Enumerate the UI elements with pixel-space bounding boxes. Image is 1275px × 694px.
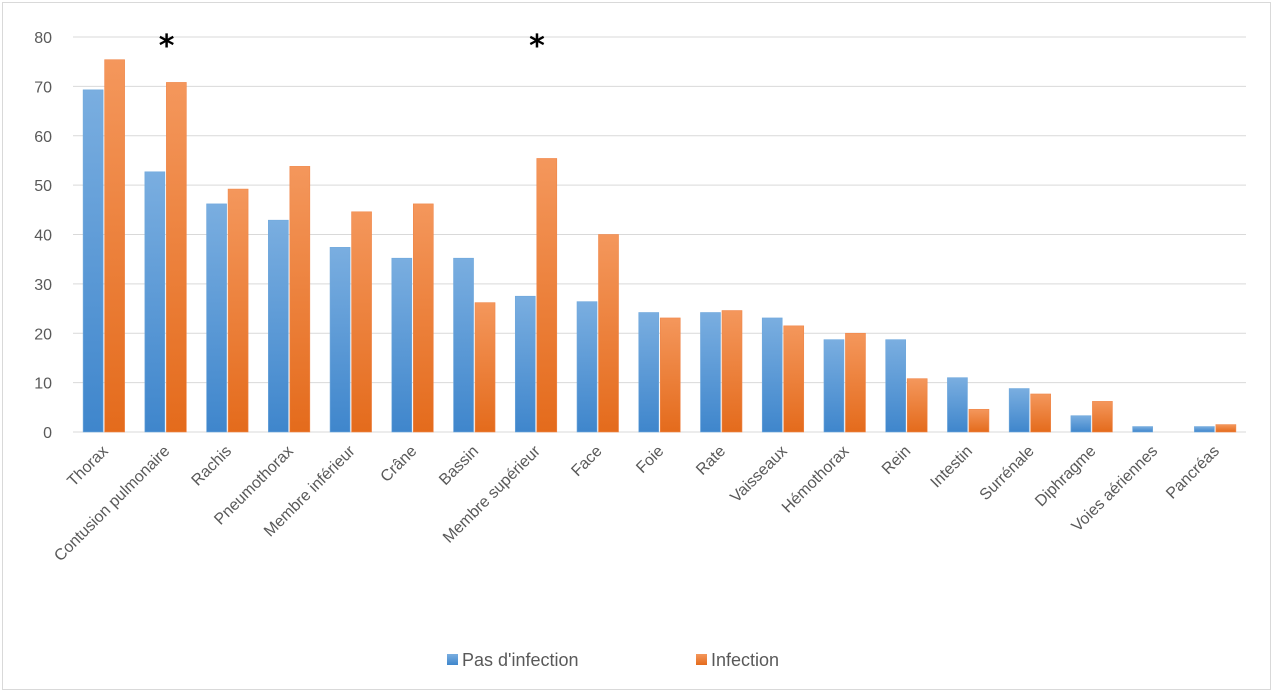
- bar-pas-d-infection-6: [453, 257, 474, 433]
- bar-infection-16: [1092, 401, 1113, 433]
- bar-pas-d-infection-5: [391, 257, 413, 433]
- bar-infection-18: [1215, 424, 1237, 433]
- bar-infection-6: [474, 302, 496, 433]
- bar-infection-3: [289, 166, 311, 433]
- legend: Pas d'infection Infection: [447, 650, 779, 670]
- x-category-label: Foie: [633, 443, 667, 477]
- y-tick-label: 50: [34, 178, 52, 195]
- bar-pas-d-infection-8: [576, 301, 598, 433]
- x-category-label: Contusion pulmonaire: [51, 443, 173, 565]
- y-tick-label: 60: [34, 129, 52, 146]
- bar-infection-12: [845, 332, 866, 433]
- x-category-label: Rachis: [189, 443, 236, 490]
- x-category-label: Bassin: [436, 443, 482, 489]
- bar-pas-d-infection-18: [1194, 426, 1215, 433]
- bar-infection-5: [413, 203, 434, 433]
- bar-pas-d-infection-1: [144, 171, 166, 433]
- bars: [82, 59, 1237, 433]
- x-category-label: Vaisseaux: [727, 443, 790, 506]
- bar-pas-d-infection-2: [206, 203, 227, 433]
- y-tick-label: 30: [34, 277, 52, 294]
- bar-infection-14: [968, 408, 990, 433]
- significance-asterisk: *: [529, 29, 545, 64]
- x-category-label: Diphragme: [1032, 443, 1099, 510]
- bar-infection-7: [536, 158, 558, 433]
- bar-pas-d-infection-7: [514, 295, 536, 433]
- bar-infection-8: [598, 234, 619, 433]
- y-tick-label: 0: [43, 425, 52, 442]
- bar-infection-10: [721, 310, 743, 433]
- x-category-label: Hémothorax: [779, 443, 853, 517]
- gridlines: [73, 36, 1246, 433]
- legend-label-pas-d-infection: Pas d'infection: [462, 650, 579, 670]
- legend-label-infection: Infection: [711, 650, 779, 670]
- bar-pas-d-infection-12: [823, 339, 845, 433]
- bar-pas-d-infection-9: [638, 312, 660, 433]
- x-category-label: Rein: [879, 443, 914, 478]
- bar-pas-d-infection-0: [82, 89, 104, 433]
- bar-infection-4: [351, 211, 372, 433]
- bar-infection-15: [1030, 393, 1051, 433]
- bar-pas-d-infection-3: [268, 219, 289, 433]
- bar-pas-d-infection-15: [1008, 388, 1030, 433]
- bar-pas-d-infection-14: [947, 377, 968, 433]
- legend-swatch-pas-d-infection: [447, 654, 458, 665]
- x-category-label: Intestin: [928, 443, 977, 492]
- significance-asterisk: *: [159, 29, 175, 64]
- bar-infection-9: [659, 317, 681, 433]
- x-category-label: Surrénale: [977, 443, 1038, 504]
- bar-infection-0: [104, 59, 125, 433]
- bar-infection-13: [906, 378, 928, 433]
- y-axis-ticks: 0 10 20 30 40 50 60 70 80: [34, 30, 52, 442]
- x-category-label: Face: [568, 443, 605, 480]
- bar-pas-d-infection-4: [329, 247, 351, 433]
- x-category-label: Rate: [693, 443, 729, 479]
- y-tick-label: 40: [34, 228, 52, 245]
- y-tick-label: 70: [34, 79, 52, 96]
- x-category-label: Pancréas: [1163, 443, 1223, 503]
- y-tick-label: 80: [34, 30, 52, 47]
- bar-pas-d-infection-13: [885, 339, 906, 433]
- annotations: * *: [159, 29, 545, 64]
- x-category-label: Thorax: [64, 443, 111, 490]
- bar-infection-11: [783, 325, 805, 433]
- bar-infection-2: [227, 188, 249, 433]
- bar-pas-d-infection-16: [1070, 415, 1092, 433]
- bar-pas-d-infection-17: [1132, 426, 1153, 433]
- y-tick-label: 20: [34, 326, 52, 343]
- bar-pas-d-infection-10: [700, 312, 721, 433]
- legend-swatch-infection: [696, 654, 707, 665]
- y-tick-label: 10: [34, 376, 52, 393]
- x-category-label: Crâne: [378, 443, 421, 486]
- bar-infection-1: [166, 82, 187, 433]
- bar-pas-d-infection-11: [761, 317, 783, 433]
